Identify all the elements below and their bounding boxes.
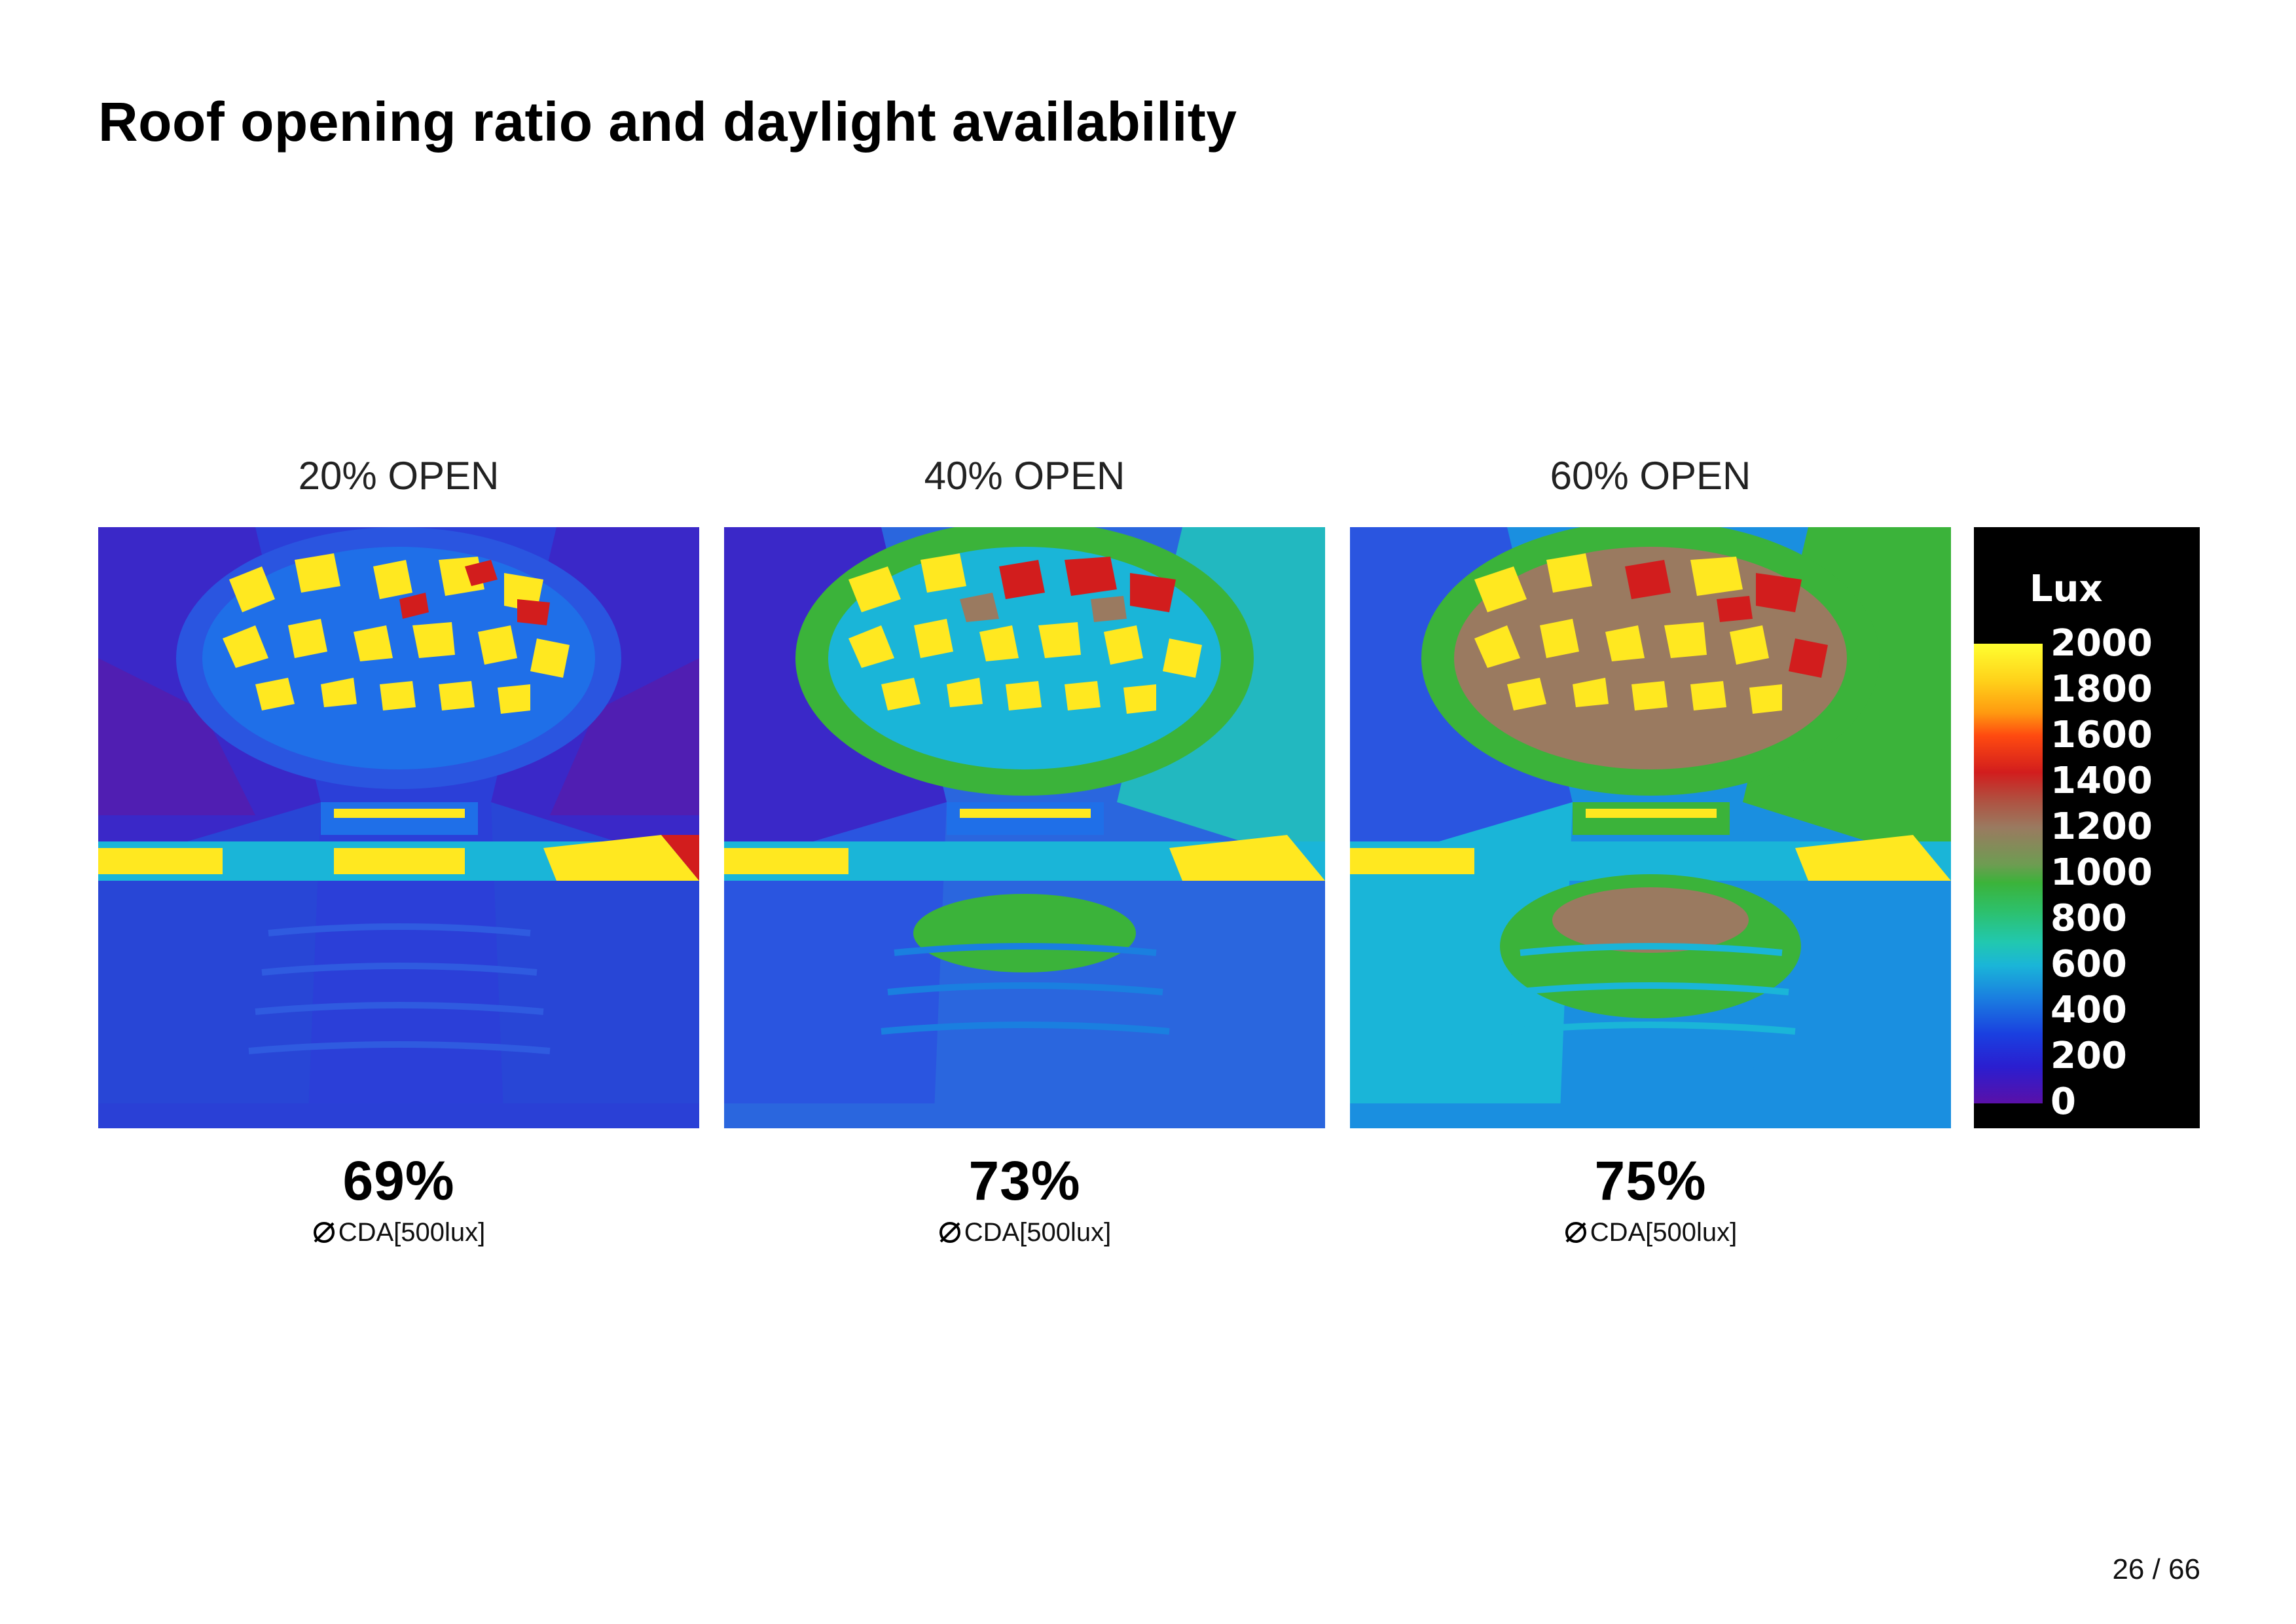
metric-label-40-open: CDA[500lux] — [887, 1218, 1162, 1247]
legend-tick: 600 — [2050, 943, 2127, 986]
page-title: Roof opening ratio and daylight availabi… — [98, 91, 1237, 153]
metric-name: CDA[500lux] — [1590, 1218, 1738, 1247]
panel-label-40-open: 40% OPEN — [924, 454, 1125, 498]
metric-value-60-open: 75% — [1594, 1150, 1707, 1211]
legend-tick: 1800 — [2050, 668, 2153, 710]
legend-tick: 1200 — [2050, 805, 2153, 848]
daylight-render-image — [98, 527, 699, 1128]
daylight-render-image — [1350, 527, 1951, 1128]
legend-tick: 800 — [2050, 897, 2127, 940]
daylight-render-image — [724, 527, 1325, 1128]
legend-tick: 1000 — [2050, 851, 2153, 894]
metric-label-60-open: CDA[500lux] — [1513, 1218, 1788, 1247]
legend-tick: 200 — [2050, 1035, 2127, 1077]
metric-name: CDA[500lux] — [338, 1218, 486, 1247]
legend-tick: 400 — [2050, 989, 2127, 1031]
legend-tick: 1600 — [2050, 714, 2153, 756]
metric-name: CDA[500lux] — [964, 1218, 1112, 1247]
panel-label-60-open: 60% OPEN — [1550, 454, 1751, 498]
diameter-symbol-icon — [939, 1222, 960, 1243]
daylight-render-20-open — [98, 527, 699, 1128]
metric-label-20-open: CDA[500lux] — [261, 1218, 536, 1247]
metric-value-20-open: 69% — [342, 1150, 455, 1211]
legend-tick: 1400 — [2050, 760, 2153, 802]
metric-value-40-open: 73% — [968, 1150, 1081, 1211]
diameter-symbol-icon — [1565, 1222, 1586, 1243]
daylight-render-60-open — [1350, 527, 1951, 1128]
page-number: 26 / 66 — [2112, 1553, 2200, 1585]
legend-color-bar — [1974, 644, 2043, 1103]
legend-unit: Lux — [2030, 568, 2103, 610]
diameter-symbol-icon — [313, 1222, 335, 1243]
legend-tick: 0 — [2050, 1080, 2076, 1123]
panel-label-20-open: 20% OPEN — [298, 454, 500, 498]
legend-tick: 2000 — [2050, 622, 2153, 665]
lux-color-legend: Lux 2000 1800 1600 1400 1200 1000 800 60… — [1974, 527, 2200, 1128]
daylight-render-40-open — [724, 527, 1325, 1128]
